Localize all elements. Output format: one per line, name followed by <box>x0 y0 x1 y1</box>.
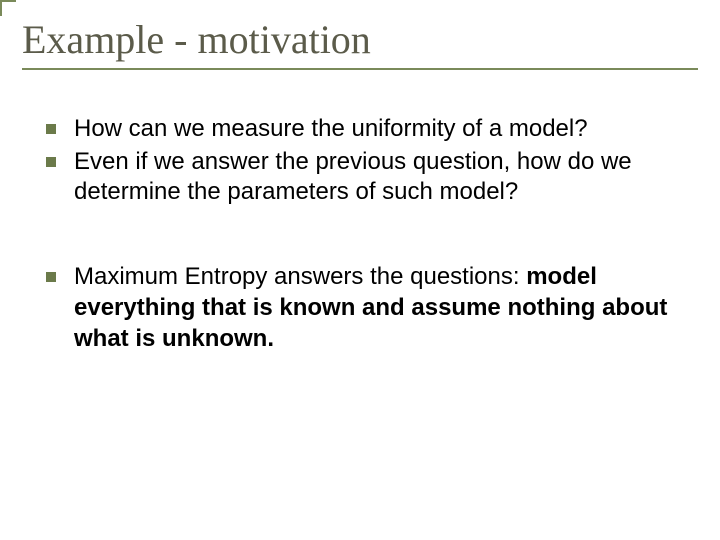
bullet-group-2: Maximum Entropy answers the questions: m… <box>28 262 692 354</box>
bullet-text-lead: Maximum Entropy answers the questions: <box>74 263 526 290</box>
group-gap <box>28 210 692 262</box>
list-item: Even if we answer the previous question,… <box>28 147 692 208</box>
slide-body: How can we measure the uniformity of a m… <box>22 114 698 354</box>
list-item: Maximum Entropy answers the questions: m… <box>28 262 692 354</box>
slide: Example - motivation How can we measure … <box>0 0 720 540</box>
title-notch <box>0 0 16 16</box>
list-item: How can we measure the uniformity of a m… <box>28 114 692 145</box>
slide-title: Example - motivation <box>22 18 698 62</box>
title-area: Example - motivation <box>22 18 698 70</box>
title-rule <box>22 68 698 70</box>
bullet-group-1: How can we measure the uniformity of a m… <box>28 114 692 208</box>
bullet-text: How can we measure the uniformity of a m… <box>74 115 588 142</box>
bullet-text: Even if we answer the previous question,… <box>74 148 632 206</box>
